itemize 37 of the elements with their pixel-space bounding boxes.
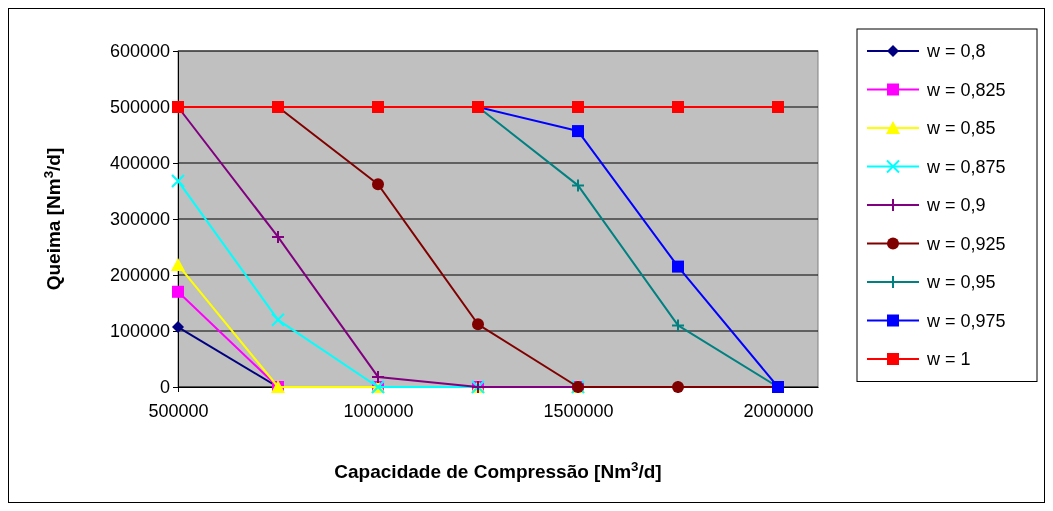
y-tick-label: 200000 [109,265,170,286]
point [572,101,584,113]
y-tick-label: 400000 [109,153,170,174]
point [271,312,285,327]
y-tick-label: 100000 [109,321,170,342]
point [772,101,784,113]
y-tick-label: 500000 [109,97,170,118]
legend-label: w = 1 [926,349,971,369]
point [672,101,684,113]
point [572,125,584,138]
legend-label: w = 0,95 [926,272,996,292]
point [172,321,184,334]
legend-label: w = 0,925 [926,233,1006,254]
legend-label: w = 0,9 [926,195,986,215]
y-tick-label: 600000 [109,41,170,62]
x-tick-label: 1500000 [543,400,614,421]
legend-label: w = 0,825 [926,79,1006,100]
legend-label: w = 0,8 [926,41,986,61]
point [172,285,184,298]
point [371,369,385,384]
point [271,229,285,244]
x-tick-label: 1000000 [343,400,414,421]
point [372,178,384,191]
x-tick-label: 500000 [148,400,209,421]
legend-label: w = 0,875 [926,156,1006,177]
x-axis-title: Capacidade de Compressão [Nm$^{3}$/d] [334,458,662,482]
y-tick-label: 300000 [109,209,170,230]
point [472,318,484,331]
legend-label: w = 0,975 [926,310,1006,331]
point [671,318,685,333]
point [672,260,684,273]
legend-label: w = 0,85 [926,118,996,138]
point [171,173,185,188]
x-tick-label: 2000000 [743,400,814,421]
point [171,257,185,271]
y-tick-label: 0 [159,377,170,398]
point [571,178,585,193]
